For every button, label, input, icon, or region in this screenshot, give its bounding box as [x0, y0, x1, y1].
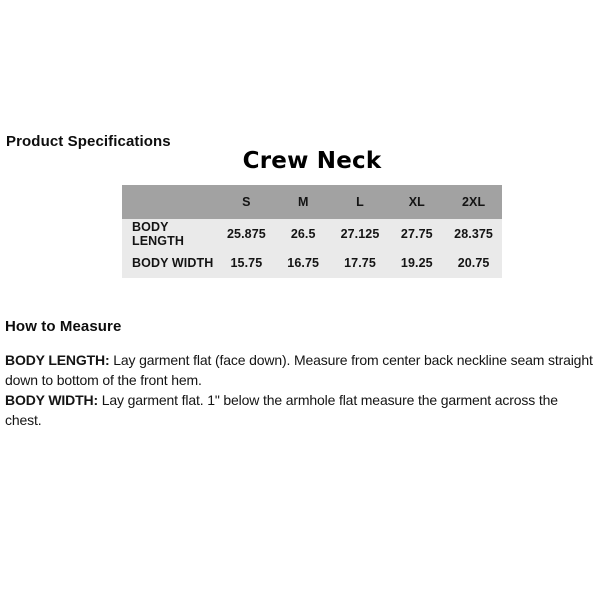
table-cell: 27.125 [340, 226, 380, 241]
table-cell: 25.875 [226, 226, 266, 241]
size-table-header-cell-2xl: 2XL [461, 195, 486, 209]
how-to-measure-instructions: BODY LENGTH: Lay garment flat (face down… [5, 350, 598, 430]
size-chart-table: S M L XL 2XL BODY LENGTH 25.875 26.5 27.… [122, 185, 502, 278]
measure-description-body-width: Lay garment flat. 1" below the armhole f… [5, 392, 558, 428]
measure-description-body-length: Lay garment flat (face down). Measure fr… [5, 352, 593, 388]
measure-term-body-length: BODY LENGTH: [5, 352, 110, 368]
section-title: Product Specifications [6, 133, 171, 150]
size-table-header-cell-m: M [297, 195, 309, 209]
how-to-measure-heading: How to Measure [5, 318, 122, 335]
size-table-header-cell-empty [122, 185, 218, 219]
measure-instruction-body-length: BODY LENGTH: Lay garment flat (face down… [5, 350, 598, 390]
table-cell: 27.75 [400, 226, 433, 241]
size-table-header-row: S M L XL 2XL [122, 185, 502, 219]
row-label-body-length: BODY LENGTH [132, 219, 184, 248]
table-cell: 19.25 [400, 256, 433, 271]
size-table-header-cell-xl: XL [408, 195, 425, 209]
table-cell: 26.5 [290, 226, 316, 241]
row-label-body-width: BODY WIDTH [132, 256, 214, 271]
table-cell: 17.75 [344, 256, 376, 271]
measure-term-body-width: BODY WIDTH: [5, 392, 98, 408]
table-row-body-width: BODY WIDTH 15.75 16.75 17.75 19.25 20.75 [122, 248, 502, 278]
table-cell: 28.375 [454, 226, 493, 241]
measure-instruction-body-width: BODY WIDTH: Lay garment flat. 1" below t… [5, 390, 598, 430]
product-title: Crew Neck [242, 148, 382, 174]
table-row-body-length: BODY LENGTH 25.875 26.5 27.125 27.75 28.… [122, 219, 502, 249]
table-cell: 16.75 [287, 256, 320, 271]
size-table-header-cell-s: S [242, 195, 251, 209]
table-cell: 15.75 [230, 256, 263, 271]
table-cell: 20.75 [457, 256, 490, 271]
size-table-header-cell-l: L [356, 195, 364, 209]
